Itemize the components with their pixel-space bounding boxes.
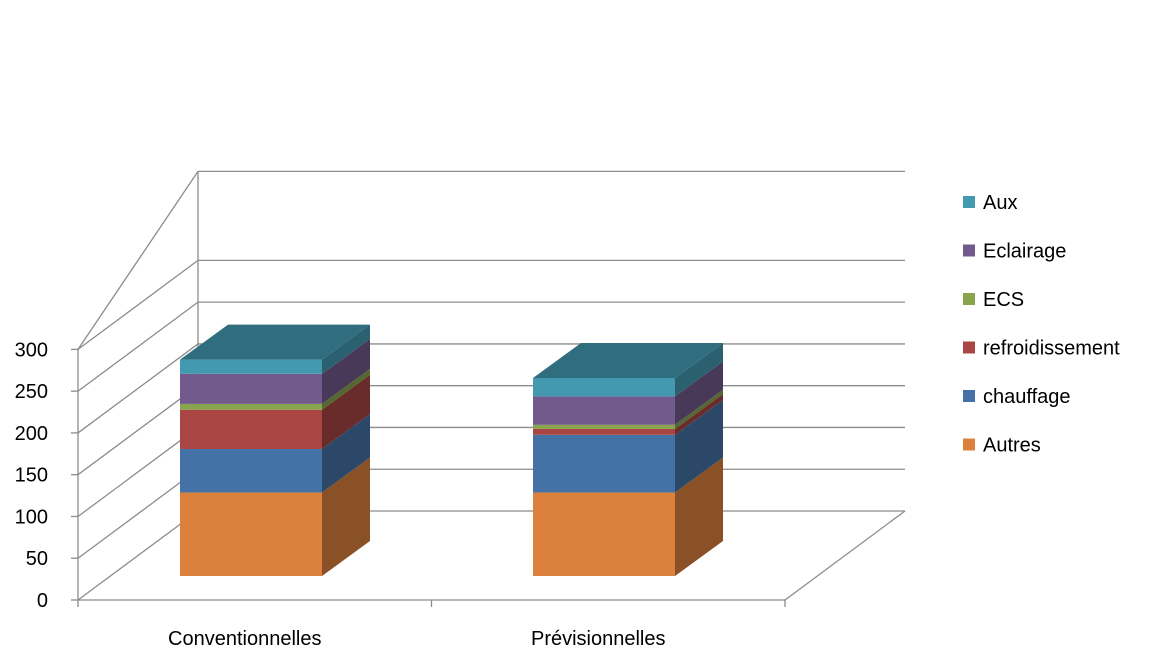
y-tick-label: 50: [26, 548, 48, 570]
legend-item-chauffage: chauffage: [963, 386, 1071, 408]
bar-side-face: [322, 414, 370, 493]
bar-segment-Eclairage: [533, 361, 723, 425]
bar-segment-Autres: [180, 457, 370, 576]
legend-swatch: [963, 390, 975, 402]
legend-swatch: [963, 341, 975, 354]
bar-side-face: [675, 393, 723, 435]
legend-label: Aux: [983, 192, 1017, 214]
bar-side-face: [675, 457, 723, 576]
y-tick-label: 150: [15, 465, 48, 487]
x-tick-label: Conventionnelles: [168, 628, 321, 649]
legend-swatch: [963, 438, 975, 451]
bar-front-face: [180, 409, 322, 450]
y-tick-label: 100: [15, 506, 48, 528]
legend-swatch: [963, 196, 975, 208]
legend-label: Eclairage: [983, 241, 1066, 263]
bar-side-face: [322, 324, 370, 374]
legend-label: Autres: [983, 435, 1041, 457]
y-axis-tick-labels: 0 50 100 150 200 250 300: [15, 339, 48, 612]
bar-front-face: [533, 378, 675, 397]
bar-top-face: [533, 343, 723, 379]
legend-swatch: [963, 293, 975, 305]
legend-item-refroidissement: refroidissement: [963, 338, 1120, 360]
y-tick-label: 250: [15, 381, 48, 403]
legend-label: refroidissement: [983, 338, 1120, 360]
bar-side-face: [322, 368, 370, 410]
legend-swatch: [963, 244, 975, 257]
gridline: [77, 171, 199, 350]
bar-front-face: [180, 449, 322, 493]
bar-segment-Aux: [533, 343, 723, 397]
legend: Aux Eclairage ECS refroidissement chauffage A…: [963, 192, 1120, 457]
chart-walls: [71, 170, 906, 607]
bar-segment-chauffage: [180, 414, 370, 493]
bar-segment-ECS: [533, 389, 723, 429]
bar-front-face: [180, 403, 322, 410]
bar-front-face: [180, 359, 322, 374]
bar-segment-refroidissement: [533, 393, 723, 435]
legend-item-Aux: Aux: [963, 192, 1017, 214]
bar-front-face: [533, 396, 675, 425]
bar-segment-Aux: [180, 324, 370, 374]
bar-front-face: [533, 428, 675, 435]
y-tick-label: 0: [37, 590, 48, 612]
y-tick-label: 200: [15, 423, 48, 445]
bar-stack-0: [180, 324, 370, 576]
bar-segment-Autres: [533, 457, 723, 576]
x-tick-label: Prévisionnelles: [531, 628, 666, 649]
bar-segment-refroidissement: [180, 374, 370, 450]
bar-front-face: [180, 373, 322, 404]
bar-side-face: [675, 343, 723, 397]
bar-side-face: [675, 361, 723, 425]
bar-top-face: [180, 324, 370, 360]
bar-front-face: [533, 424, 675, 429]
bar-side-face: [675, 399, 723, 493]
bar-front-face: [180, 492, 322, 576]
gridline: [77, 259, 905, 350]
legend-item-Autres: Autres: [963, 435, 1041, 457]
floor-edge-line: [784, 510, 906, 601]
legend-item-Eclairage: Eclairage: [963, 241, 1066, 263]
bar-side-face: [322, 457, 370, 576]
bar-front-face: [533, 434, 675, 493]
bar-segment-chauffage: [533, 399, 723, 493]
bar-segment-ECS: [180, 368, 370, 410]
bar-side-face: [322, 374, 370, 450]
legend-label: ECS: [983, 289, 1024, 311]
bar-stacks: [180, 324, 723, 576]
legend-label: chauffage: [983, 386, 1071, 408]
bar-front-face: [533, 492, 675, 576]
bar-side-face: [322, 338, 370, 404]
bar-stack-1: [533, 343, 723, 576]
x-axis-tick-labels: Conventionnelles Prévisionnelles: [168, 628, 665, 649]
y-tick-label: 300: [15, 339, 48, 361]
bar-side-face: [675, 389, 723, 429]
legend-item-ECS: ECS: [963, 289, 1024, 311]
bar-segment-Eclairage: [180, 338, 370, 404]
